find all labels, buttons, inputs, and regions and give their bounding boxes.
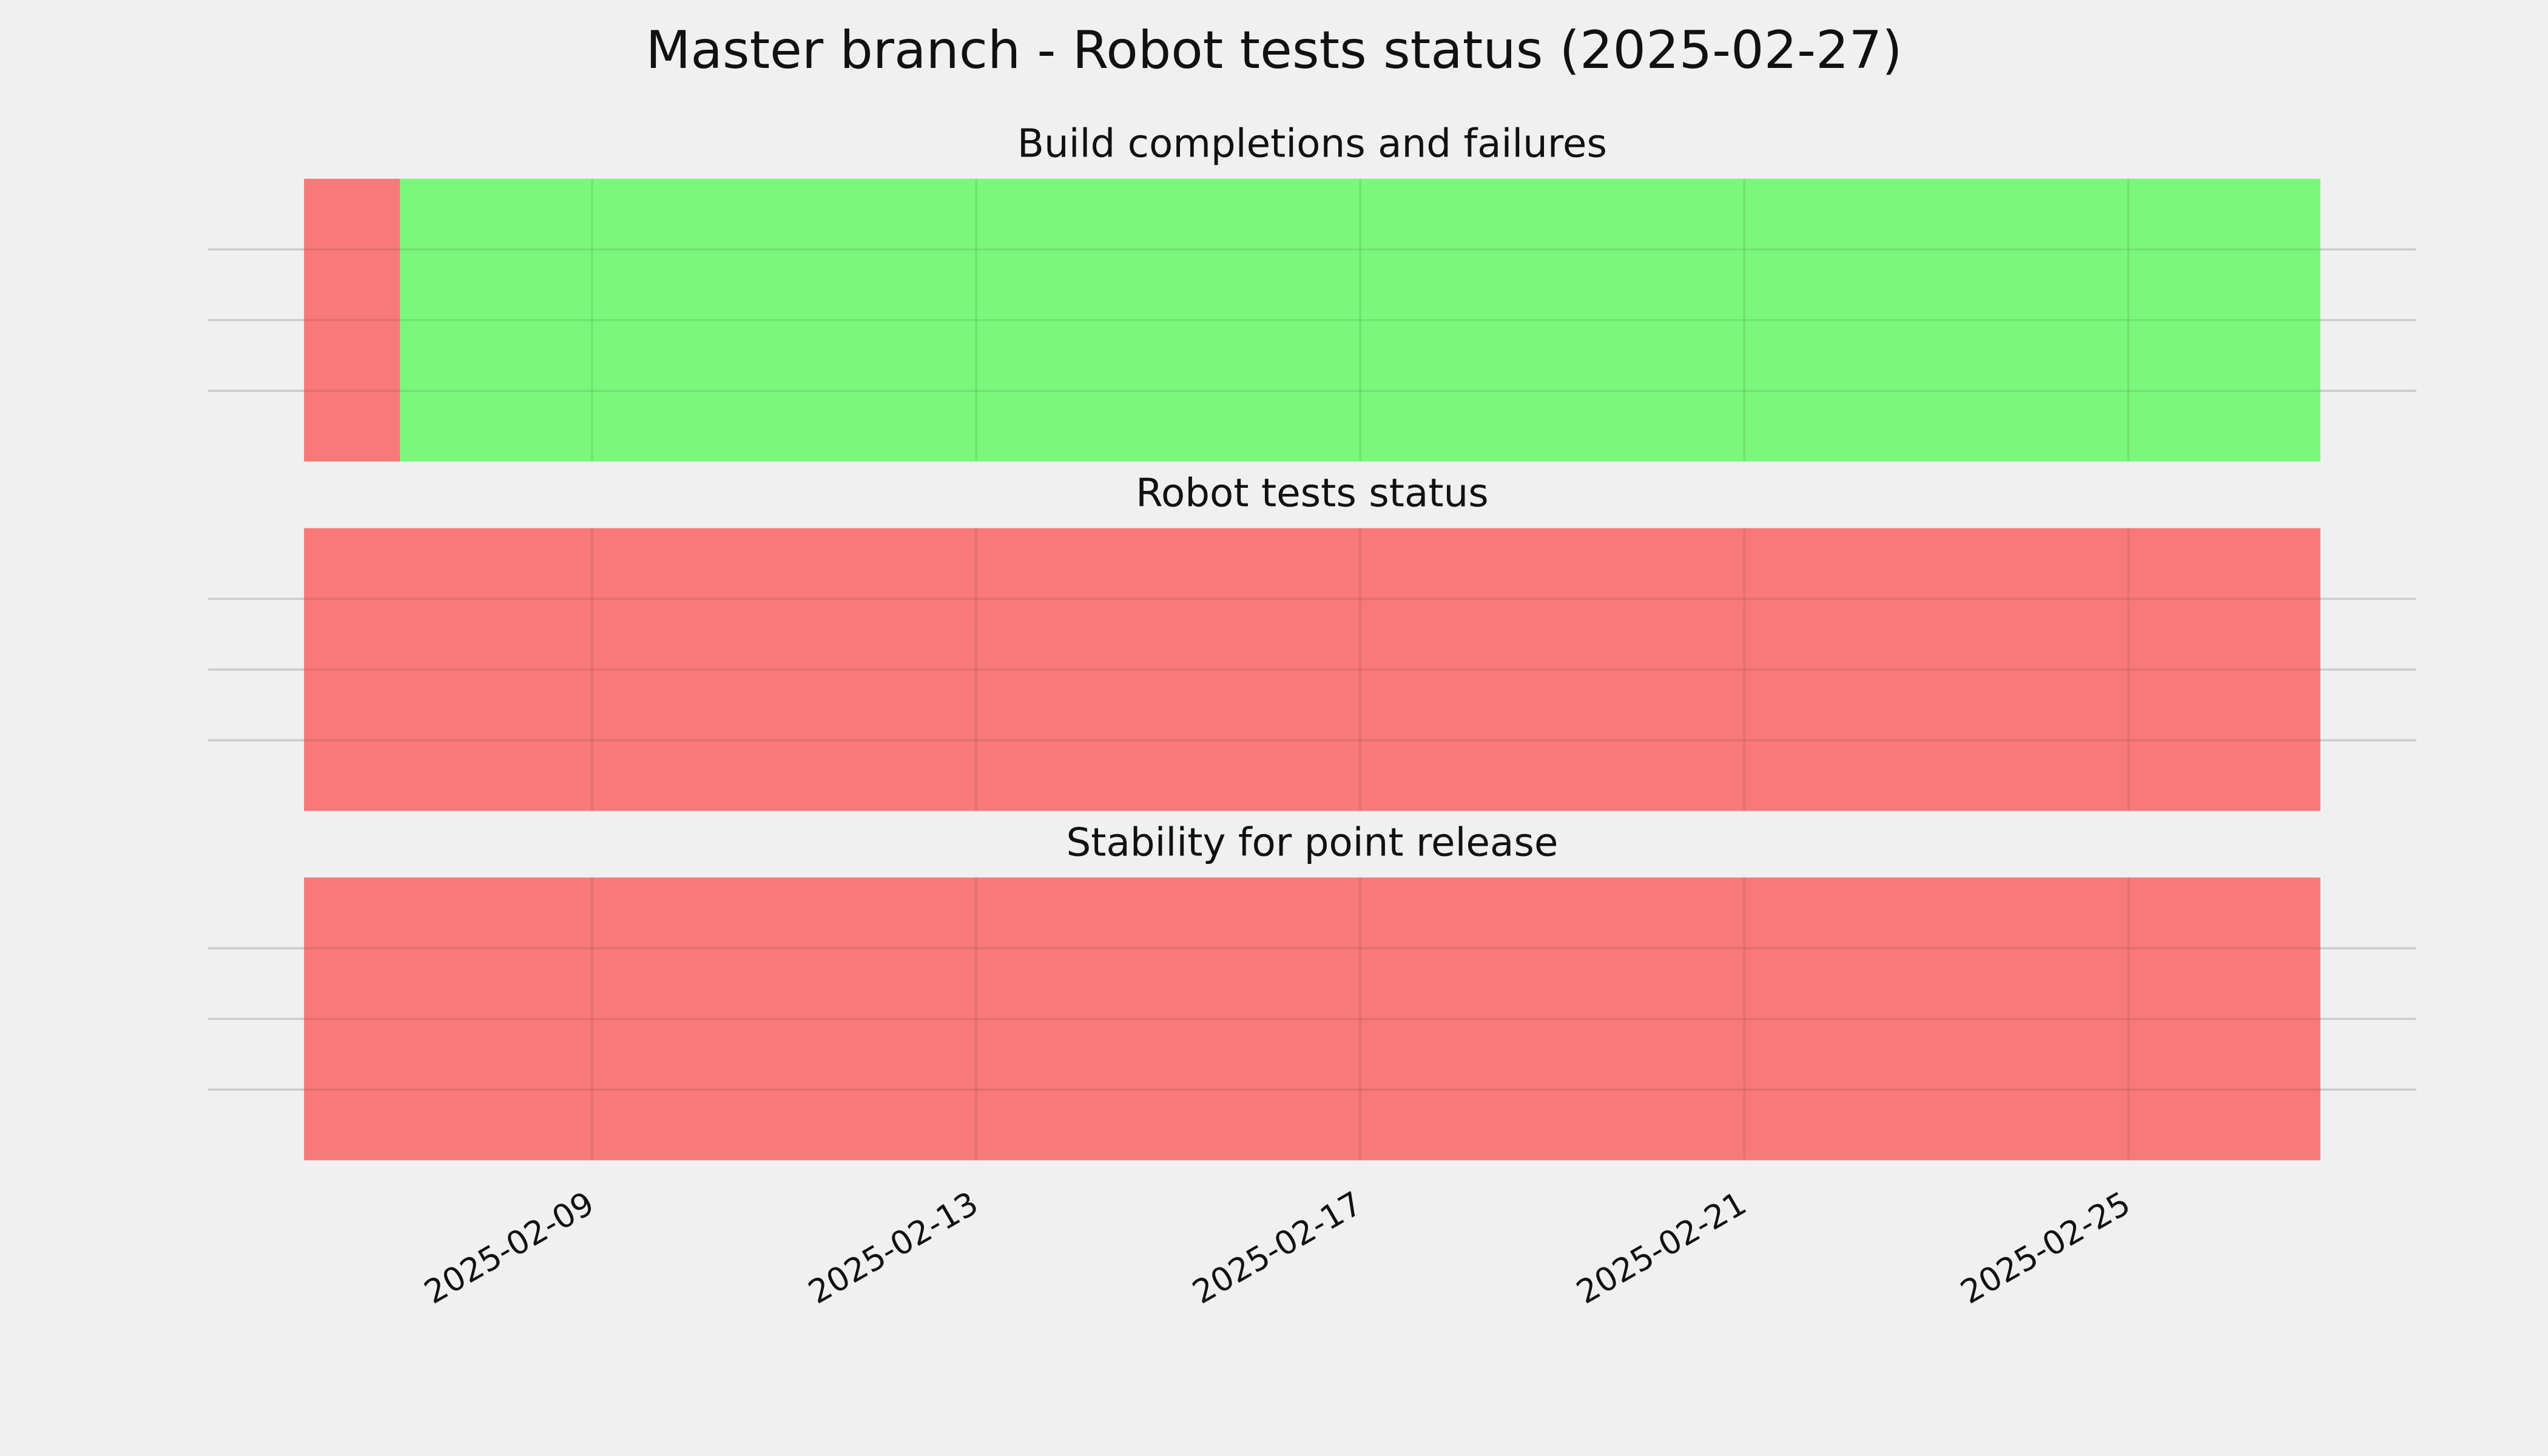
status-span <box>400 178 2320 462</box>
panel-title: Build completions and failures <box>1017 121 1607 167</box>
status-span <box>304 178 400 462</box>
status-span <box>304 528 2320 811</box>
status-span <box>304 877 2320 1161</box>
panel-title: Stability for point release <box>1067 820 1559 865</box>
figure-title: Master branch - Robot tests status (2025… <box>645 20 1902 81</box>
panel-title: Robot tests status <box>1136 471 1489 516</box>
